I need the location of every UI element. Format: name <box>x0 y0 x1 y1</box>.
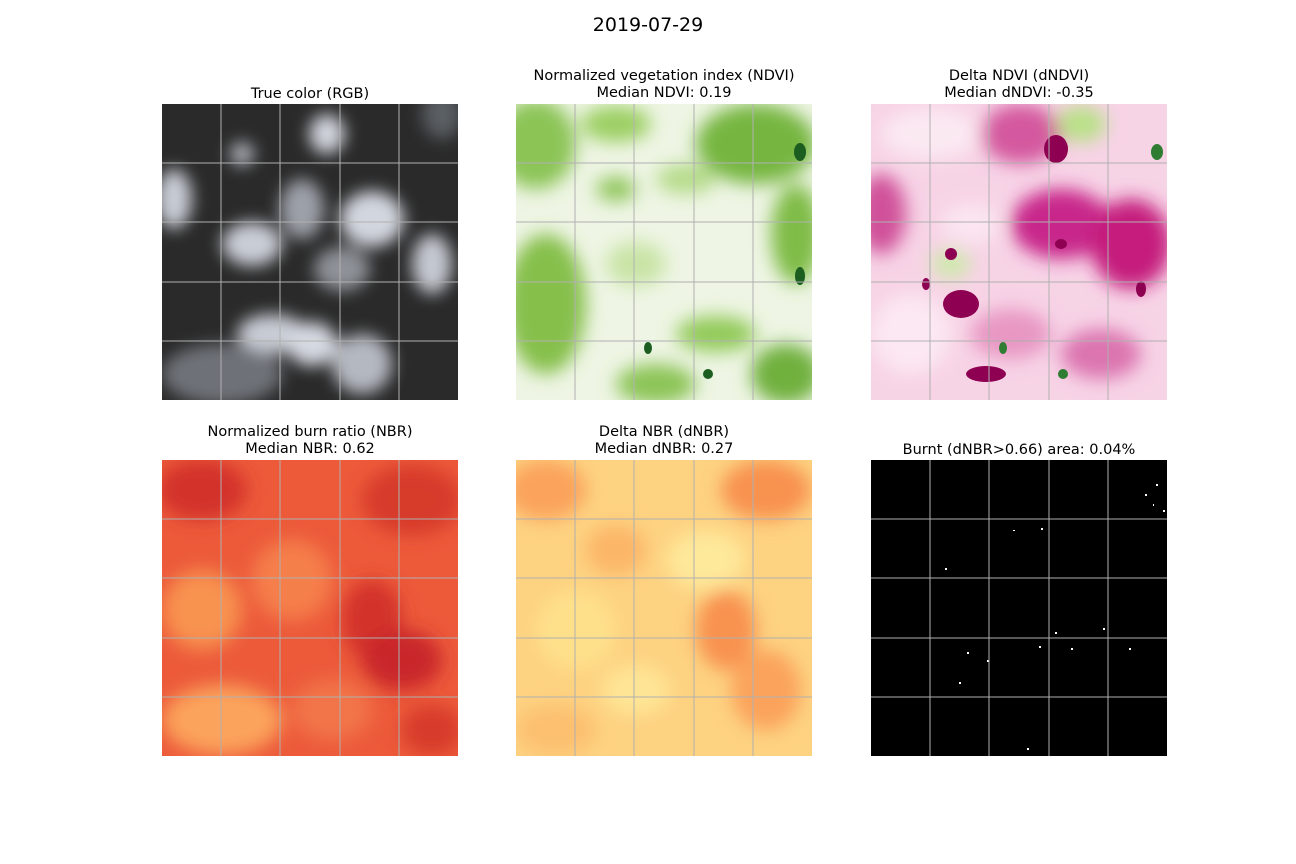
cloud-layer <box>162 104 458 400</box>
burn-ratio-layer <box>162 460 458 755</box>
panel-title-nbr: Normalized burn ratio (NBR) Median NBR: … <box>140 424 480 458</box>
gridlines <box>162 104 458 400</box>
burnt-mask-image <box>871 460 1167 756</box>
dense-vegetation <box>644 143 806 379</box>
panel-dndvi <box>871 104 1167 400</box>
panel-rgb <box>162 104 458 400</box>
panel-title-ndvi-line2: Median NDVI: 0.19 <box>596 85 732 101</box>
nbr-image <box>162 460 458 756</box>
panel-title-rgb: True color (RGB) <box>140 86 480 103</box>
panel-burnt <box>871 460 1167 756</box>
gridlines <box>871 460 1167 756</box>
panel-title-ndvi: Normalized vegetation index (NDVI) Media… <box>494 68 834 102</box>
panel-title-dnbr-line2: Median dNBR: 0.27 <box>594 441 734 457</box>
panel-title-nbr-line2: Median NBR: 0.62 <box>245 441 375 457</box>
panel-title-burnt: Burnt (dNBR>0.66) area: 0.04% <box>849 442 1189 459</box>
panel-dnbr <box>516 460 812 756</box>
burnt-pixels <box>945 484 1165 750</box>
ndvi-image <box>516 104 812 400</box>
rgb-image <box>162 104 458 400</box>
gridlines <box>516 460 812 756</box>
panel-ndvi <box>516 104 812 400</box>
panel-title-dnbr: Delta NBR (dNBR) Median dNBR: 0.27 <box>494 424 834 458</box>
gridlines <box>516 104 812 400</box>
panel-title-ndvi-line1: Normalized vegetation index (NDVI) <box>533 68 795 84</box>
dnbr-image <box>516 460 812 756</box>
panel-title-dndvi: Delta NDVI (dNDVI) Median dNDVI: -0.35 <box>849 68 1189 102</box>
gridlines <box>871 104 1167 400</box>
vegetation-gain <box>999 144 1163 379</box>
delta-burn-layer <box>516 460 811 755</box>
gridlines <box>162 460 458 756</box>
panel-title-rgb-line1: True color (RGB) <box>250 86 370 102</box>
panel-nbr <box>162 460 458 756</box>
panel-title-dnbr-line1: Delta NBR (dNBR) <box>598 424 730 440</box>
panel-title-nbr-line1: Normalized burn ratio (NBR) <box>207 424 413 440</box>
figure-title: 2019-07-29 <box>592 14 704 36</box>
panel-title-dndvi-line1: Delta NDVI (dNDVI) <box>948 68 1090 84</box>
panel-title-burnt-line1: Burnt (dNBR>0.66) area: 0.04% <box>902 442 1136 458</box>
strong-decrease <box>922 135 1146 382</box>
panel-title-dndvi-line2: Median dNDVI: -0.35 <box>944 85 1094 101</box>
dndvi-image <box>871 104 1167 400</box>
